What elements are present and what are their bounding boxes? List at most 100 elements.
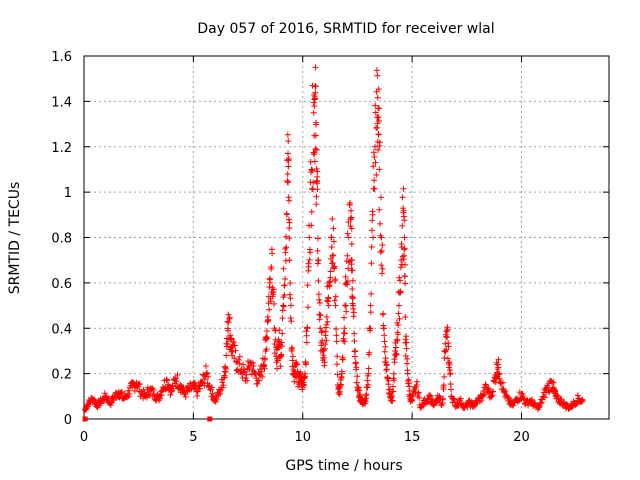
data-point [354,373,361,380]
data-point [331,263,338,270]
data-point [370,163,377,170]
data-point [327,268,334,275]
data-point [125,387,132,394]
data-point [339,370,346,377]
data-point [440,395,447,402]
data-point [313,165,320,172]
data-point [126,391,133,398]
data-point [280,302,287,309]
data-point [182,393,189,400]
data-point [486,389,493,396]
data-point [341,314,348,321]
data-point [180,384,187,391]
data-point [403,345,410,352]
data-point [101,390,108,397]
data-point [268,264,275,271]
data-point [357,391,364,398]
data-point [225,311,232,318]
data-point [353,364,360,371]
data-point [297,369,304,376]
data-point [318,327,325,334]
data-point [365,365,372,372]
axis-ticks: 0 0.2 0.4 0.6 0.8 1 1.2 1.4 1.6 0 5 10 15 20 [51,50,609,445]
data-point [340,335,347,342]
data-point [313,121,320,128]
data-point [402,336,409,343]
data-point [333,332,340,339]
data-point [285,138,292,145]
data-point [285,216,292,223]
data-point [250,363,257,370]
data-point [444,326,451,333]
data-point [308,166,315,173]
data-point [482,381,489,388]
data-point [485,385,492,392]
data-point [365,370,372,377]
data-point [370,149,377,156]
data-point [439,396,446,403]
data-point [393,351,400,358]
data-point [231,342,238,349]
data-point [403,339,410,346]
data-point [314,186,321,193]
data-point [274,365,281,372]
data-point [568,404,575,411]
data-point [204,369,211,376]
data-point [444,334,451,341]
data-point [372,109,379,116]
data-point [305,263,312,270]
data-point [194,392,201,399]
data-point [367,325,374,332]
data-point [316,299,323,306]
data-point [201,376,208,383]
data-point [283,211,290,218]
data-point [91,396,98,403]
y-tick-label: 0 [64,413,72,428]
data-point [402,280,409,287]
data-point [489,392,496,399]
data-point [579,397,586,404]
data-point [293,360,300,367]
y-tick-label: 1 [64,186,72,201]
data-point [344,281,351,288]
y-tick-label: 1.6 [51,50,72,65]
data-point [212,398,219,405]
data-point [240,361,247,368]
data-point [286,291,293,298]
data-point [308,208,315,215]
data-point [173,378,180,385]
data-point [118,388,125,395]
data-point [220,382,227,389]
data-point [288,318,295,325]
data-point [304,324,311,331]
data-point [443,346,450,353]
data-point [399,222,406,229]
data-point [352,359,359,366]
data-point [286,257,293,264]
data-point [339,356,346,363]
data-point [347,199,354,206]
data-point [314,173,321,180]
data-point [400,185,407,192]
data-point [313,193,320,200]
data-point [426,393,433,400]
data-point [444,355,451,362]
data-point [265,316,272,323]
data-point [316,316,323,323]
data-point [328,243,335,250]
data-point [401,273,408,280]
data-point [378,234,385,241]
data-point [369,211,376,218]
data-point [310,179,317,186]
data-point [396,315,403,322]
data-point [300,381,307,388]
data-point [385,375,392,382]
data-point [368,227,375,234]
data-point [415,390,422,397]
y-tick-label: 1.4 [51,95,72,110]
data-point [150,387,157,394]
y-axis-label: SRMTID / TECUs [7,182,23,295]
data-point [375,86,382,93]
x-tick-label: 0 [80,430,88,445]
data-point [415,389,422,396]
